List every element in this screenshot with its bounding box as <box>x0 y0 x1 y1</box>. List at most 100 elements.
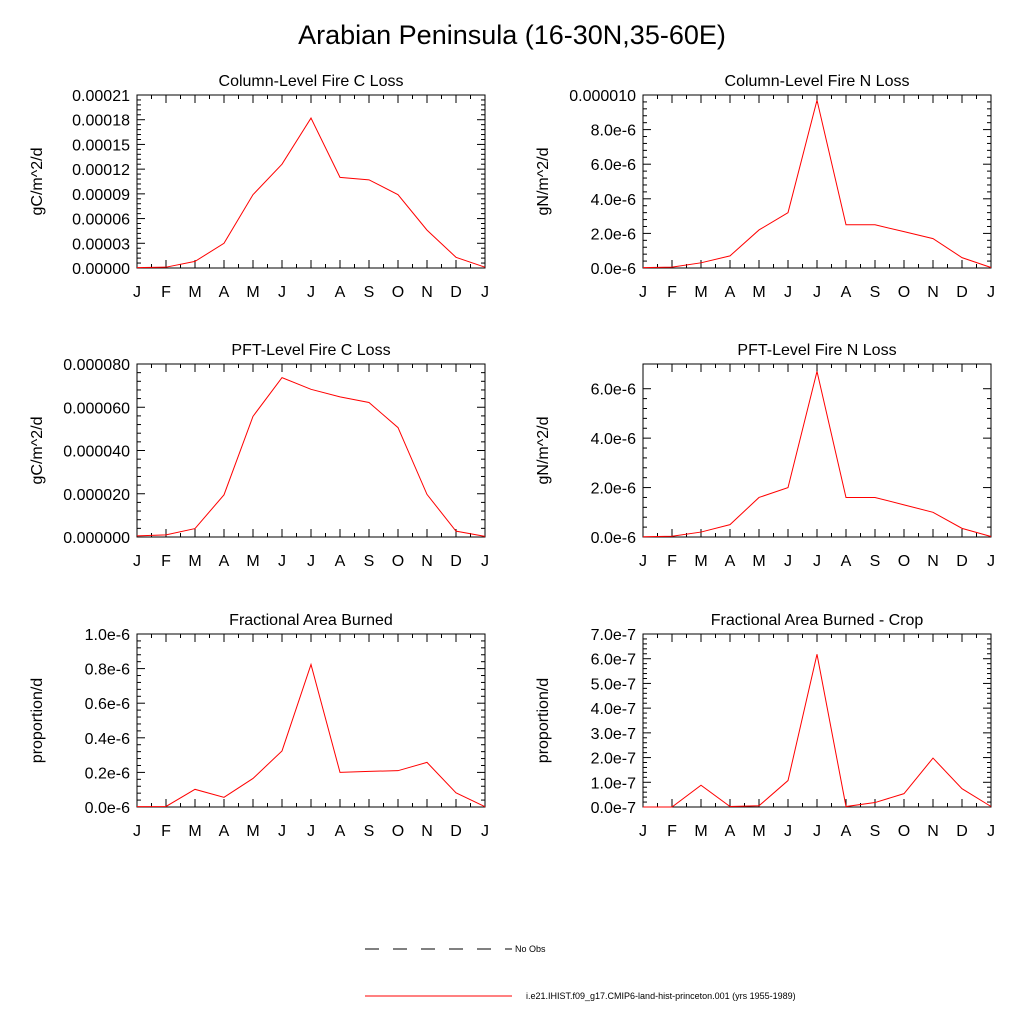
x-tick-label: J <box>987 284 995 301</box>
x-tick-label: A <box>841 823 852 840</box>
y-tick-label: 5.0e-7 <box>591 676 636 693</box>
y-tick-label: 6.0e-7 <box>591 652 636 669</box>
x-tick-label: M <box>188 284 201 301</box>
y-tick-label: 6.0e-6 <box>591 157 636 174</box>
x-tick-label: N <box>421 284 433 301</box>
x-tick-label: D <box>956 284 968 301</box>
y-tick-label: 0.0e-6 <box>591 530 636 547</box>
x-tick-label: N <box>421 553 433 570</box>
x-tick-label: M <box>694 553 707 570</box>
y-tick-label: 6.0e-6 <box>591 382 636 399</box>
x-tick-label: O <box>392 553 404 570</box>
x-tick-label: N <box>927 284 939 301</box>
y-tick-label: 2.0e-6 <box>591 226 636 243</box>
series-line <box>643 654 992 808</box>
y-tick-label: 4.0e-6 <box>591 192 636 209</box>
x-tick-label: M <box>246 823 259 840</box>
series-line <box>642 100 992 269</box>
x-tick-label: F <box>667 553 677 570</box>
x-tick-label: M <box>246 284 259 301</box>
x-tick-label: J <box>813 823 821 840</box>
page-title: Arabian Peninsula (16-30N,35-60E) <box>298 20 726 50</box>
y-tick-label: 2.0e-6 <box>591 481 636 498</box>
y-tick-label: 0.8e-6 <box>85 662 130 679</box>
x-tick-label: J <box>278 823 286 840</box>
x-tick-label: F <box>667 823 677 840</box>
x-tick-label: O <box>898 553 910 570</box>
x-tick-label: O <box>898 823 910 840</box>
x-tick-label: J <box>133 823 141 840</box>
x-tick-label: N <box>927 823 939 840</box>
x-tick-label: N <box>927 553 939 570</box>
x-tick-label: J <box>133 553 141 570</box>
x-tick-label: D <box>450 823 462 840</box>
y-tick-label: 2.0e-7 <box>591 751 636 768</box>
x-tick-label: D <box>956 823 968 840</box>
x-tick-label: A <box>725 553 736 570</box>
panel-title: Column-Level Fire N Loss <box>725 73 910 90</box>
series-line <box>136 377 486 537</box>
x-tick-label: S <box>870 553 881 570</box>
x-tick-label: A <box>725 284 736 301</box>
chart-panel-6: Fractional Area Burned - Crop proportion/… <box>535 612 995 840</box>
y-tick-label: 0.00009 <box>72 187 130 204</box>
x-tick-label: S <box>364 284 375 301</box>
x-tick-label: J <box>813 553 821 570</box>
panel-title: Fractional Area Burned <box>229 612 393 629</box>
y-tick-label: 0.2e-6 <box>85 765 130 782</box>
panel-title: PFT-Level Fire C Loss <box>231 342 390 359</box>
series-line <box>136 662 486 808</box>
y-tick-label: 3.0e-7 <box>591 726 636 743</box>
x-tick-label: J <box>481 284 489 301</box>
x-tick-label: F <box>667 284 677 301</box>
x-tick-label: A <box>219 553 230 570</box>
x-tick-label: M <box>246 553 259 570</box>
x-tick-label: J <box>639 553 647 570</box>
y-tick-label: 0.000040 <box>63 444 130 461</box>
y-axis-label: proportion/d <box>535 678 552 763</box>
y-tick-label: 0.000060 <box>63 400 130 417</box>
x-tick-label: M <box>752 553 765 570</box>
x-tick-label: J <box>813 284 821 301</box>
series-line <box>642 371 992 538</box>
x-tick-label: A <box>335 284 346 301</box>
x-tick-label: M <box>188 553 201 570</box>
x-tick-label: M <box>188 823 201 840</box>
series-line <box>136 117 486 269</box>
y-axis-label: gN/m^2/d <box>535 148 552 216</box>
x-tick-label: J <box>307 823 315 840</box>
y-tick-label: 0.00000 <box>72 261 130 278</box>
x-tick-label: N <box>421 823 433 840</box>
y-tick-label: 0.000000 <box>63 530 130 547</box>
x-tick-label: M <box>694 823 707 840</box>
x-tick-label: A <box>841 553 852 570</box>
y-tick-label: 0.000080 <box>63 357 130 374</box>
x-tick-label: J <box>278 553 286 570</box>
x-tick-label: F <box>161 553 171 570</box>
x-tick-label: S <box>364 553 375 570</box>
x-tick-label: A <box>335 553 346 570</box>
y-axis-label: proportion/d <box>29 678 46 763</box>
y-tick-label: 0.00003 <box>72 236 130 253</box>
panel-title: Column-Level Fire C Loss <box>219 73 404 90</box>
y-tick-label: 4.0e-7 <box>591 701 636 718</box>
x-tick-label: A <box>725 823 736 840</box>
x-tick-label: J <box>784 553 792 570</box>
y-tick-label: 0.0e-6 <box>591 261 636 278</box>
y-tick-label: 0.0e-6 <box>85 800 130 817</box>
x-tick-label: F <box>161 823 171 840</box>
y-axis-label: gC/m^2/d <box>29 148 46 216</box>
y-tick-label: 0.0e-7 <box>591 800 636 817</box>
x-tick-label: D <box>450 284 462 301</box>
y-tick-label: 0.00015 <box>72 137 130 154</box>
x-tick-label: J <box>481 823 489 840</box>
legend-model-label: i.e21.IHIST.f09_g17.CMIP6-land-hist-prin… <box>526 991 796 1001</box>
x-tick-label: O <box>898 284 910 301</box>
y-tick-label: 0.4e-6 <box>85 731 130 748</box>
